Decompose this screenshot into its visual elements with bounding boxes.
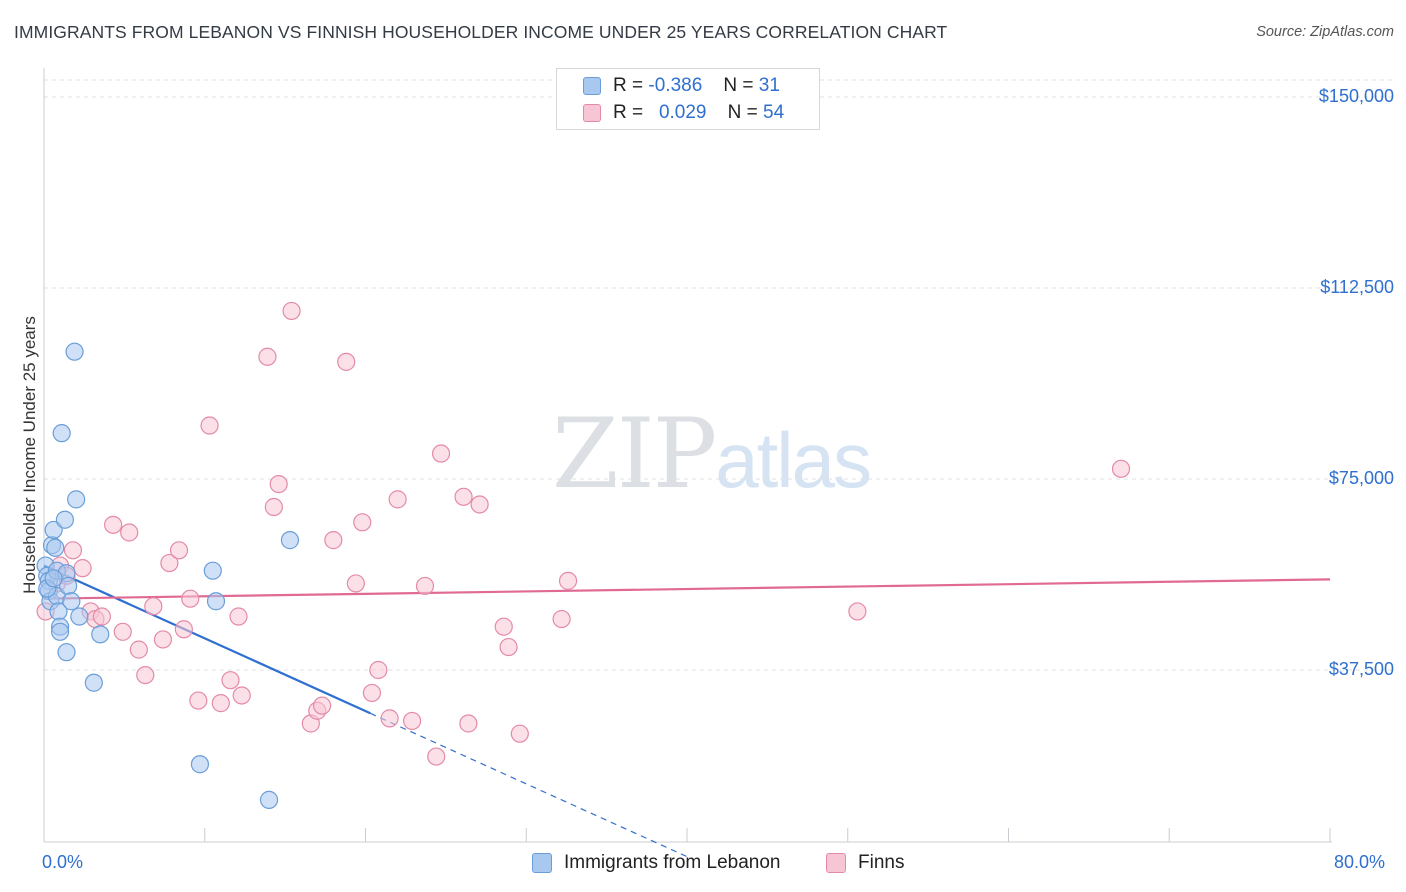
point-finns xyxy=(369,660,388,680)
point-finns xyxy=(558,571,578,590)
trend-line-lebanon xyxy=(43,564,371,715)
legend-box: R = -0.386 N = 31 R = 0.029 N = 54 xyxy=(556,68,820,130)
trend-line-finns xyxy=(43,578,1331,600)
point-finns xyxy=(264,497,283,517)
legend-label-finns: Finns xyxy=(858,852,905,873)
point-finns xyxy=(73,559,92,578)
legend-swatch-lebanon xyxy=(532,853,552,873)
y-tick-label: $37,500 xyxy=(1328,659,1394,679)
point-lebanon xyxy=(190,755,210,774)
legend-r-value: 0.029 xyxy=(658,102,707,123)
point-finns xyxy=(63,541,83,560)
point-finns xyxy=(552,609,571,629)
legend-r-label: R = xyxy=(613,75,644,96)
point-finns xyxy=(169,541,189,560)
point-finns xyxy=(113,622,132,641)
y-tick-label: $112,500 xyxy=(1320,277,1394,297)
point-lebanon xyxy=(62,592,81,611)
point-finns xyxy=(92,607,111,626)
point-finns xyxy=(848,602,867,621)
legend-swatch-finns xyxy=(583,104,601,122)
point-finns xyxy=(510,724,529,743)
point-finns xyxy=(431,444,451,463)
legend-r-label: R = xyxy=(613,102,644,123)
point-finns xyxy=(459,714,478,733)
legend-label-lebanon: Immigrants from Lebanon xyxy=(564,852,781,873)
x-tick-label-max: 80.0% xyxy=(1334,852,1386,872)
legend-n-value: 54 xyxy=(763,102,785,123)
point-finns xyxy=(499,637,518,657)
point-finns xyxy=(362,683,382,703)
point-finns xyxy=(129,640,148,659)
point-finns xyxy=(312,696,332,715)
legend-swatch-finns xyxy=(826,853,846,873)
point-finns xyxy=(221,671,240,690)
x-tick-label-min: 0.0% xyxy=(42,852,84,872)
data-points xyxy=(36,301,1131,809)
watermark-atlas: atlas xyxy=(715,416,872,504)
point-lebanon xyxy=(70,607,89,626)
point-lebanon xyxy=(50,622,70,641)
point-finns xyxy=(346,574,365,593)
point-lebanon xyxy=(91,625,110,644)
point-finns xyxy=(153,630,173,649)
point-lebanon xyxy=(67,490,86,509)
point-lebanon xyxy=(44,569,63,588)
point-lebanon xyxy=(84,673,103,692)
point-lebanon xyxy=(52,424,71,443)
point-finns xyxy=(144,597,163,616)
trend-line-extension xyxy=(370,712,688,858)
point-finns xyxy=(104,515,123,534)
legend-n-value: 31 xyxy=(758,75,780,96)
point-finns xyxy=(229,607,248,626)
point-finns xyxy=(232,686,251,705)
point-finns xyxy=(181,589,200,608)
point-finns xyxy=(337,352,356,371)
point-finns xyxy=(380,709,399,728)
axes xyxy=(43,68,1332,843)
point-finns xyxy=(324,531,343,550)
legend-n-label: N = xyxy=(723,75,754,96)
point-finns xyxy=(470,495,489,514)
point-lebanon xyxy=(203,561,222,580)
watermark: ZIPatlas xyxy=(552,398,872,510)
y-tick-label: $75,000 xyxy=(1328,468,1394,488)
point-finns xyxy=(200,416,219,435)
point-finns xyxy=(353,513,372,532)
point-finns xyxy=(427,747,446,766)
trend-lines xyxy=(43,564,1331,858)
point-lebanon xyxy=(44,520,63,540)
point-finns xyxy=(120,523,139,542)
watermark-zip: ZIP xyxy=(552,398,717,510)
source-credit: Source: ZipAtlas.com xyxy=(1256,24,1394,40)
point-finns xyxy=(415,576,435,596)
legend-n-label: N = xyxy=(727,102,758,123)
point-finns xyxy=(388,490,407,509)
point-finns xyxy=(174,620,193,639)
y-axis-label: Householder Income Under 25 years xyxy=(20,316,39,594)
point-finns xyxy=(282,301,301,321)
legend-swatch-lebanon xyxy=(583,77,601,95)
chart-title: IMMIGRANTS FROM LEBANON VS FINNISH HOUSE… xyxy=(14,22,948,42)
point-finns xyxy=(189,691,208,710)
point-lebanon xyxy=(206,592,226,611)
point-finns xyxy=(454,487,473,506)
point-lebanon xyxy=(259,790,279,809)
point-finns xyxy=(269,474,288,494)
point-lebanon xyxy=(280,531,300,550)
point-lebanon xyxy=(57,643,76,662)
y-tick-label: $150,000 xyxy=(1318,86,1394,106)
legend-r-value: -0.386 xyxy=(648,75,703,96)
point-lebanon xyxy=(46,538,65,557)
point-finns xyxy=(403,711,422,731)
point-finns xyxy=(1111,459,1131,478)
point-finns xyxy=(160,553,179,573)
point-finns xyxy=(494,617,513,636)
point-finns xyxy=(258,347,277,366)
point-finns xyxy=(136,665,155,685)
point-finns xyxy=(211,694,230,713)
point-lebanon xyxy=(55,510,74,529)
point-lebanon xyxy=(65,342,84,361)
